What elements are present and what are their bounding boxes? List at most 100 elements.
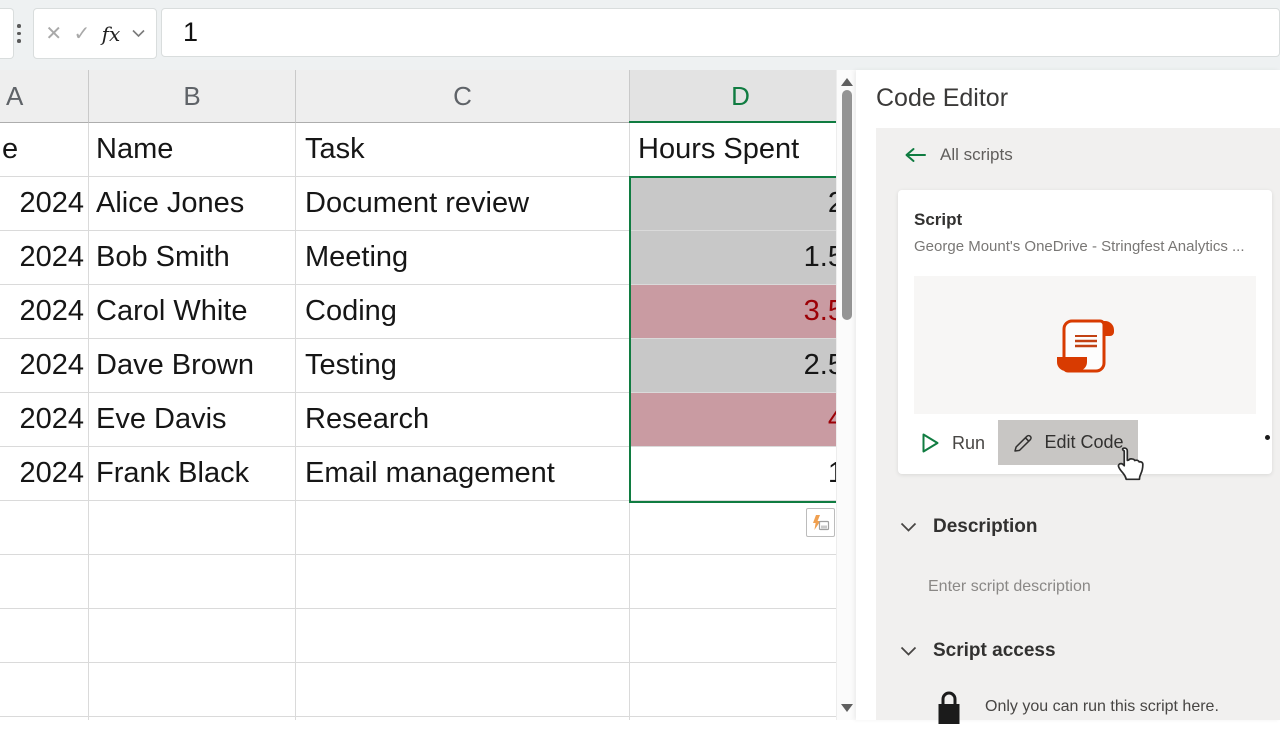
- chevron-down-icon: [900, 522, 917, 532]
- spreadsheet-grid: A B C D e Name Task Hours Spent 2024 Ali…: [0, 70, 836, 720]
- cell-c7[interactable]: Email management: [296, 447, 630, 501]
- cell-c5[interactable]: Testing: [296, 339, 630, 393]
- scroll-down-icon[interactable]: [841, 704, 853, 712]
- empty-cell[interactable]: [89, 717, 296, 720]
- cell-b3[interactable]: Bob Smith: [89, 231, 296, 285]
- empty-cell[interactable]: [0, 609, 89, 663]
- empty-cell[interactable]: [296, 555, 630, 609]
- cell-d7-active[interactable]: 1: [630, 447, 836, 501]
- chevron-down-icon[interactable]: [132, 29, 145, 38]
- empty-cell[interactable]: [0, 555, 89, 609]
- cell-a6[interactable]: 2024: [0, 393, 89, 447]
- code-editor-pane: Code Editor All scripts Script George Mo…: [856, 70, 1280, 724]
- script-location: George Mount's OneDrive - Stringfest Ana…: [914, 238, 1245, 255]
- empty-cell[interactable]: [630, 663, 836, 717]
- lock-icon: [935, 688, 963, 729]
- vertical-scrollbar[interactable]: [836, 70, 856, 720]
- empty-row: [0, 501, 836, 555]
- pane-body: All scripts Script George Mount's OneDri…: [876, 128, 1280, 724]
- formula-buttons: ✕ ✓ fx: [33, 8, 157, 59]
- empty-cell[interactable]: [630, 555, 836, 609]
- empty-cell[interactable]: [296, 609, 630, 663]
- script-access-note: Only you can run this script here.: [985, 698, 1219, 715]
- cell-d6-flagged[interactable]: 4: [630, 393, 836, 447]
- cell-d2[interactable]: 2: [630, 177, 836, 231]
- column-header-d-selected[interactable]: D: [630, 70, 836, 123]
- cell-d1[interactable]: Hours Spent: [630, 123, 836, 177]
- table-header-row: e Name Task Hours Spent: [0, 123, 836, 177]
- cell-b5[interactable]: Dave Brown: [89, 339, 296, 393]
- empty-cell[interactable]: [630, 609, 836, 663]
- run-label: Run: [952, 432, 986, 453]
- empty-cell[interactable]: [296, 501, 630, 555]
- edit-code-label: Edit Code: [1044, 432, 1124, 452]
- selection-border-top: [629, 176, 836, 178]
- table-row: 2024 Frank Black Email management 1: [0, 447, 836, 501]
- run-play-icon: [922, 433, 939, 453]
- script-name: Script: [914, 210, 963, 229]
- script-access-section-header[interactable]: Script access: [900, 640, 1056, 662]
- empty-cell[interactable]: [0, 501, 89, 555]
- cell-a2[interactable]: 2024: [0, 177, 89, 231]
- cell-b2[interactable]: Alice Jones: [89, 177, 296, 231]
- empty-cell[interactable]: [296, 663, 630, 717]
- cell-b4[interactable]: Carol White: [89, 285, 296, 339]
- edit-code-button[interactable]: Edit Code: [998, 420, 1138, 465]
- cell-a7[interactable]: 2024: [0, 447, 89, 501]
- pane-title: Code Editor: [876, 84, 1009, 112]
- cell-c6[interactable]: Research: [296, 393, 630, 447]
- chevron-down-icon: [900, 646, 917, 656]
- scroll-up-icon[interactable]: [841, 78, 853, 86]
- more-options-icon[interactable]: [1265, 435, 1270, 440]
- empty-row: [0, 609, 836, 663]
- cell-b7[interactable]: Frank Black: [89, 447, 296, 501]
- cell-c3[interactable]: Meeting: [296, 231, 630, 285]
- empty-cell[interactable]: [0, 717, 89, 720]
- cell-c2[interactable]: Document review: [296, 177, 630, 231]
- quick-analysis-button[interactable]: [806, 508, 835, 537]
- cell-a3[interactable]: 2024: [0, 231, 89, 285]
- cell-a1[interactable]: e: [0, 123, 89, 177]
- script-card: Script George Mount's OneDrive - Stringf…: [898, 190, 1272, 481]
- column-header-a[interactable]: A: [0, 70, 89, 123]
- empty-cell[interactable]: [89, 501, 296, 555]
- insert-function-icon[interactable]: fx: [101, 21, 121, 46]
- scrollbar-thumb[interactable]: [842, 90, 852, 320]
- formula-value: 1: [183, 17, 199, 47]
- description-placeholder[interactable]: Enter script description: [928, 578, 1091, 595]
- office-script-scroll-icon: [1057, 319, 1114, 373]
- back-to-all-scripts[interactable]: All scripts: [904, 145, 1013, 165]
- empty-cell[interactable]: [296, 717, 630, 720]
- name-box-partial[interactable]: [0, 8, 14, 59]
- cell-c1[interactable]: Task: [296, 123, 630, 177]
- cell-c4[interactable]: Coding: [296, 285, 630, 339]
- table-row: 2024 Dave Brown Testing 2.5: [0, 339, 836, 393]
- column-header-b[interactable]: B: [89, 70, 296, 123]
- cell-b1[interactable]: Name: [89, 123, 296, 177]
- cell-a5[interactable]: 2024: [0, 339, 89, 393]
- quick-analysis-icon: [813, 515, 830, 531]
- confirm-icon[interactable]: ✓: [73, 22, 91, 45]
- empty-row: [0, 717, 836, 720]
- run-button[interactable]: Run: [912, 426, 993, 460]
- empty-cell[interactable]: [89, 555, 296, 609]
- empty-cell[interactable]: [89, 663, 296, 717]
- cell-d4-flagged[interactable]: 3.5: [630, 285, 836, 339]
- kebab-menu-icon[interactable]: [17, 24, 21, 43]
- table-row: 2024 Bob Smith Meeting 1.5: [0, 231, 836, 285]
- pencil-icon: [1014, 434, 1033, 452]
- back-arrow-icon: [905, 148, 926, 162]
- empty-cell[interactable]: [630, 501, 836, 555]
- empty-cell[interactable]: [0, 663, 89, 717]
- cell-b6[interactable]: Eve Davis: [89, 393, 296, 447]
- back-label: All scripts: [940, 145, 1013, 164]
- description-section-header[interactable]: Description: [900, 516, 1038, 538]
- cell-d5[interactable]: 2.5: [630, 339, 836, 393]
- column-header-c[interactable]: C: [296, 70, 630, 123]
- cell-a4[interactable]: 2024: [0, 285, 89, 339]
- selection-border-left: [629, 176, 631, 503]
- formula-input[interactable]: 1: [161, 8, 1280, 57]
- cancel-icon[interactable]: ✕: [45, 22, 63, 45]
- cell-d3[interactable]: 1.5: [630, 231, 836, 285]
- empty-cell[interactable]: [89, 609, 296, 663]
